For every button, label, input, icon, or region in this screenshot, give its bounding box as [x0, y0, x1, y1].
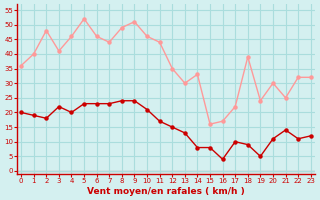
- X-axis label: Vent moyen/en rafales ( km/h ): Vent moyen/en rafales ( km/h ): [87, 187, 245, 196]
